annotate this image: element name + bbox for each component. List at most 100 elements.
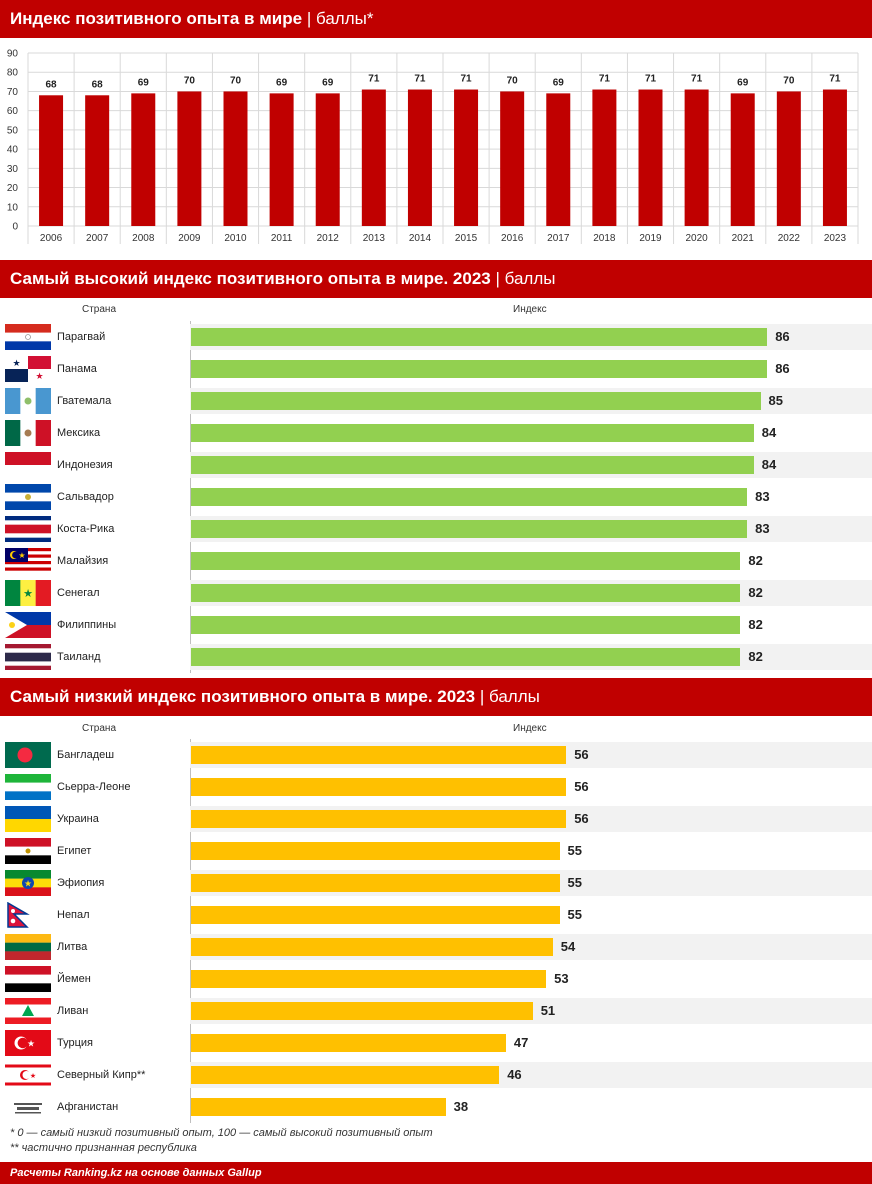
- country-label: Малайзия: [57, 555, 109, 567]
- y-tick-label: 90: [7, 49, 19, 60]
- index-bar: [191, 970, 547, 988]
- data-label: 68: [45, 79, 57, 90]
- y-tick-label: 20: [7, 183, 19, 194]
- bar-row: Индонезия 84: [0, 449, 872, 481]
- index-bar: [191, 938, 553, 956]
- index-bar: [191, 360, 768, 378]
- country-column-header: Страна: [82, 723, 117, 734]
- country-label: Северный Кипр**: [57, 1069, 146, 1081]
- value-label: 84: [761, 425, 777, 440]
- data-label: 70: [184, 75, 196, 86]
- index-bar: [191, 746, 567, 764]
- title-main: Индекс позитивного опыта в мире: [10, 9, 303, 28]
- index-bar: [191, 584, 741, 602]
- bar-2016: [500, 91, 525, 226]
- bar-row: ★ ★ Панама 86: [0, 353, 872, 385]
- bar-2009: [177, 91, 202, 226]
- value-label: 47: [513, 1035, 529, 1050]
- index-bar: [191, 520, 748, 538]
- data-label: 68: [92, 79, 104, 90]
- svg-text:★: ★: [35, 371, 43, 381]
- value-label: 46: [507, 1067, 522, 1082]
- value-label: 86: [775, 329, 790, 344]
- x-tick-label: 2015: [455, 233, 478, 244]
- x-tick-label: 2022: [778, 233, 801, 244]
- country-label: Йемен: [57, 973, 91, 985]
- x-tick-label: 2018: [593, 233, 616, 244]
- x-tick-label: 2006: [40, 233, 63, 244]
- x-tick-label: 2021: [732, 233, 755, 244]
- country-label: Египет: [57, 845, 92, 857]
- x-tick-label: 2012: [317, 233, 340, 244]
- bar-row: ★ Эфиопия 55: [0, 867, 872, 899]
- index-bar: [191, 1066, 500, 1084]
- country-label: Филиппины: [57, 619, 117, 631]
- index-bar: [191, 552, 741, 570]
- svg-text:★: ★: [24, 879, 32, 889]
- source-footer: Расчеты Ranking.kz на основе данных Gall…: [0, 1162, 872, 1184]
- value-label: 82: [748, 649, 763, 664]
- value-label: 53: [554, 971, 569, 986]
- x-tick-label: 2014: [409, 233, 432, 244]
- country-label: Коста-Рика: [57, 523, 115, 535]
- bar-row: ★ Малайзия 82: [0, 545, 872, 577]
- value-label: 82: [748, 617, 763, 632]
- flag-ukraine-icon: [5, 806, 51, 832]
- bar-row: Гватемала 85: [0, 385, 872, 417]
- value-label: 83: [755, 489, 770, 504]
- flag-costa-rica-icon: [5, 516, 51, 542]
- y-tick-label: 50: [7, 125, 19, 136]
- country-label: Таиланд: [57, 651, 101, 663]
- index-bar: [191, 392, 761, 410]
- bar-row: Египет 55: [0, 835, 872, 867]
- x-tick-label: 2023: [824, 233, 847, 244]
- value-label: 86: [775, 361, 790, 376]
- bar-2022: [776, 91, 801, 226]
- footnotes: * 0 — самый низкий позитивный опыт, 100 …: [10, 1126, 433, 1156]
- bar-2020: [684, 89, 709, 226]
- bar-2017: [546, 93, 571, 226]
- flag-afghanistan-icon: [5, 1094, 51, 1120]
- country-label: Сьерра-Леоне: [57, 781, 131, 793]
- x-tick-label: 2007: [86, 233, 109, 244]
- flag-north-cyprus-icon: ★: [5, 1062, 51, 1088]
- flag-mexico-icon: [5, 420, 51, 446]
- flag-ethiopia-icon: ★: [5, 870, 51, 896]
- bar-row: Ливан 51: [0, 995, 872, 1027]
- bar-2019: [638, 89, 663, 226]
- bar-2015: [454, 89, 479, 226]
- bar-2008: [131, 93, 156, 226]
- bar-row: Афганистан 38: [0, 1091, 872, 1123]
- value-label: 54: [560, 939, 576, 954]
- x-tick-label: 2010: [224, 233, 247, 244]
- data-label: 69: [553, 77, 565, 88]
- data-label: 71: [691, 74, 703, 85]
- index-bar: [191, 456, 754, 474]
- bar-row: Литва 54: [0, 931, 872, 963]
- flag-malaysia-icon: ★: [5, 548, 51, 574]
- x-tick-label: 2016: [501, 233, 524, 244]
- data-label: 69: [138, 77, 150, 88]
- value-label: 56: [574, 747, 589, 762]
- bar-row: ★ Северный Кипр** 46: [0, 1059, 872, 1091]
- country-label: Украина: [57, 813, 99, 825]
- value-label: 84: [761, 457, 777, 472]
- bar-2012: [315, 93, 340, 226]
- country-label: Мексика: [57, 427, 101, 439]
- bar-row: ★ Сенегал 82: [0, 577, 872, 609]
- bar-row: Непал 55: [0, 899, 872, 931]
- country-label: Парагвай: [57, 331, 106, 343]
- country-label: Панама: [57, 363, 97, 375]
- y-tick-label: 10: [7, 202, 19, 213]
- index-bar: [191, 616, 741, 634]
- data-label: 71: [829, 74, 841, 85]
- value-label: 56: [574, 811, 589, 826]
- title-unit: баллы: [488, 687, 540, 706]
- bar-2010: [223, 91, 248, 226]
- footnote-scale: * 0 — самый низкий позитивный опыт, 100 …: [10, 1127, 433, 1139]
- flag-senegal-icon: ★: [5, 580, 51, 606]
- data-label: 69: [276, 77, 288, 88]
- bar-row: Таиланд 82: [0, 641, 872, 673]
- value-label: 55: [567, 875, 582, 890]
- bar-2011: [269, 93, 294, 226]
